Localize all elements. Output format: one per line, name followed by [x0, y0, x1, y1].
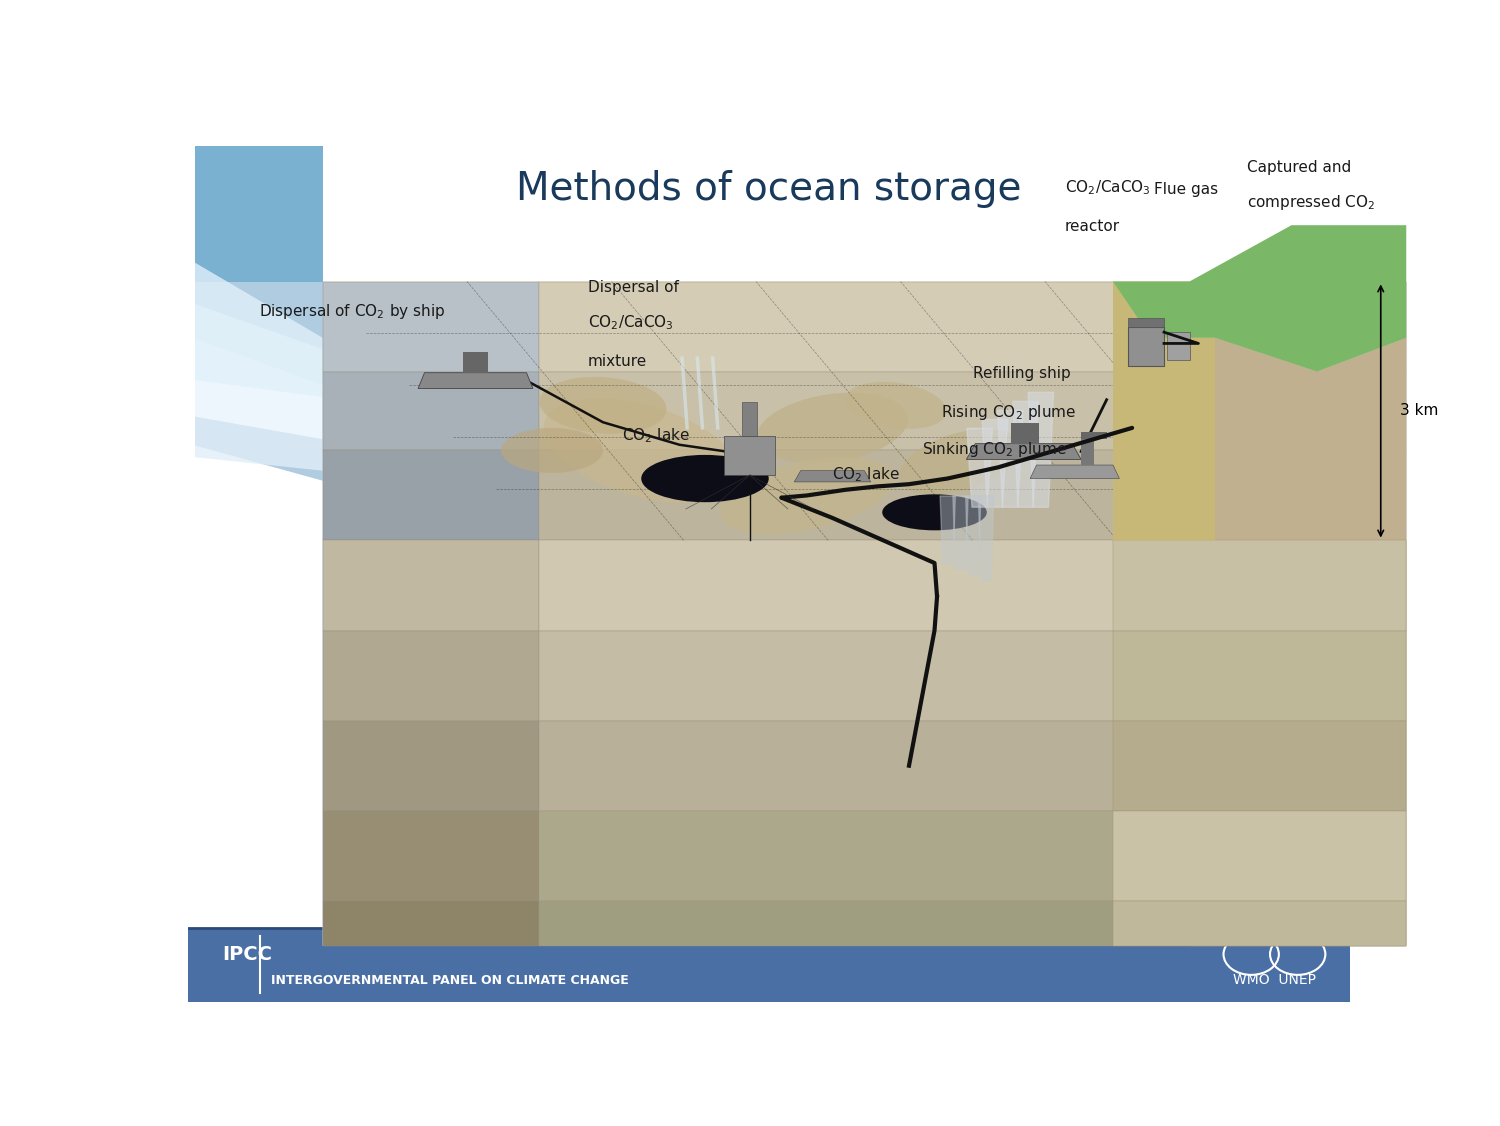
Polygon shape	[540, 721, 1407, 811]
Polygon shape	[1190, 372, 1407, 450]
Polygon shape	[132, 225, 387, 405]
Polygon shape	[1113, 338, 1407, 946]
Text: CO$_2$ lake: CO$_2$ lake	[622, 426, 690, 445]
Text: Rising CO$_2$ plume: Rising CO$_2$ plume	[940, 403, 1076, 422]
Polygon shape	[132, 225, 387, 405]
Polygon shape	[132, 282, 450, 484]
Polygon shape	[540, 901, 1407, 946]
Polygon shape	[132, 315, 387, 450]
Polygon shape	[132, 146, 322, 282]
Polygon shape	[1190, 540, 1407, 631]
Polygon shape	[540, 372, 1407, 450]
Bar	[462, 352, 489, 373]
Text: reactor: reactor	[1065, 220, 1119, 234]
Polygon shape	[322, 540, 540, 631]
Text: CO$_2$ lake: CO$_2$ lake	[833, 465, 900, 484]
Bar	[724, 436, 776, 475]
Text: Dispersal of: Dispersal of	[588, 280, 678, 295]
Polygon shape	[1190, 901, 1407, 946]
Ellipse shape	[882, 494, 987, 530]
Bar	[1128, 327, 1164, 366]
Polygon shape	[419, 373, 532, 388]
Text: Captured and: Captured and	[1246, 160, 1352, 175]
Text: CO$_2$/CaCO$_3$: CO$_2$/CaCO$_3$	[1065, 178, 1150, 197]
Polygon shape	[1030, 465, 1119, 479]
Text: INTERGOVERNMENTAL PANEL ON CLIMATE CHANGE: INTERGOVERNMENTAL PANEL ON CLIMATE CHANG…	[272, 974, 628, 986]
Polygon shape	[540, 540, 1407, 946]
Polygon shape	[1190, 282, 1407, 946]
Polygon shape	[132, 203, 540, 540]
Text: Dispersal of CO$_2$ by ship: Dispersal of CO$_2$ by ship	[258, 302, 446, 321]
Bar	[742, 402, 758, 436]
Bar	[1167, 332, 1190, 360]
Polygon shape	[966, 444, 1082, 459]
Polygon shape	[322, 631, 540, 721]
Ellipse shape	[642, 455, 768, 502]
Polygon shape	[540, 540, 1407, 631]
Polygon shape	[1190, 811, 1407, 901]
Polygon shape	[1113, 225, 1407, 372]
Bar	[1011, 423, 1040, 444]
Polygon shape	[1113, 901, 1407, 946]
Polygon shape	[1113, 721, 1407, 811]
Polygon shape	[540, 282, 1407, 372]
Text: SRCCS Figure TS-9: SRCCS Figure TS-9	[1179, 935, 1332, 953]
Ellipse shape	[501, 428, 603, 473]
Text: 3 km: 3 km	[1400, 403, 1438, 419]
Polygon shape	[322, 282, 540, 946]
Polygon shape	[1190, 450, 1407, 540]
Bar	[1082, 432, 1107, 439]
Bar	[1082, 437, 1094, 465]
Polygon shape	[322, 282, 540, 372]
Polygon shape	[1113, 811, 1407, 901]
Text: CO$_2$/CaCO$_3$: CO$_2$/CaCO$_3$	[588, 313, 674, 332]
Polygon shape	[322, 282, 1407, 540]
Ellipse shape	[720, 457, 894, 534]
Ellipse shape	[758, 393, 908, 463]
Bar	[188, 929, 1350, 1002]
Text: Flue gas: Flue gas	[1154, 182, 1218, 197]
Polygon shape	[1190, 282, 1407, 372]
Bar	[1128, 318, 1164, 327]
Ellipse shape	[846, 382, 946, 429]
Polygon shape	[322, 721, 540, 811]
Polygon shape	[322, 811, 540, 901]
Text: WMO  UNEP: WMO UNEP	[1233, 973, 1316, 988]
Polygon shape	[322, 901, 540, 946]
Polygon shape	[540, 811, 1407, 901]
Polygon shape	[1113, 540, 1407, 631]
Polygon shape	[540, 631, 1407, 721]
Text: Sinking CO$_2$ plume: Sinking CO$_2$ plume	[921, 440, 1066, 459]
Text: Methods of ocean storage: Methods of ocean storage	[516, 170, 1022, 208]
Ellipse shape	[544, 399, 738, 502]
Polygon shape	[322, 372, 540, 450]
Ellipse shape	[898, 429, 1022, 494]
Polygon shape	[1113, 631, 1407, 721]
Polygon shape	[795, 471, 870, 482]
Text: Refilling ship: Refilling ship	[972, 366, 1071, 381]
Text: compressed CO$_2$: compressed CO$_2$	[1246, 193, 1376, 212]
Polygon shape	[1113, 282, 1215, 540]
Text: mixture: mixture	[588, 355, 646, 369]
Polygon shape	[540, 450, 1407, 540]
Ellipse shape	[540, 377, 666, 434]
Polygon shape	[132, 225, 387, 405]
Polygon shape	[322, 450, 540, 540]
Text: IPCC: IPCC	[222, 945, 273, 964]
Polygon shape	[1190, 721, 1407, 811]
Polygon shape	[1190, 631, 1407, 721]
